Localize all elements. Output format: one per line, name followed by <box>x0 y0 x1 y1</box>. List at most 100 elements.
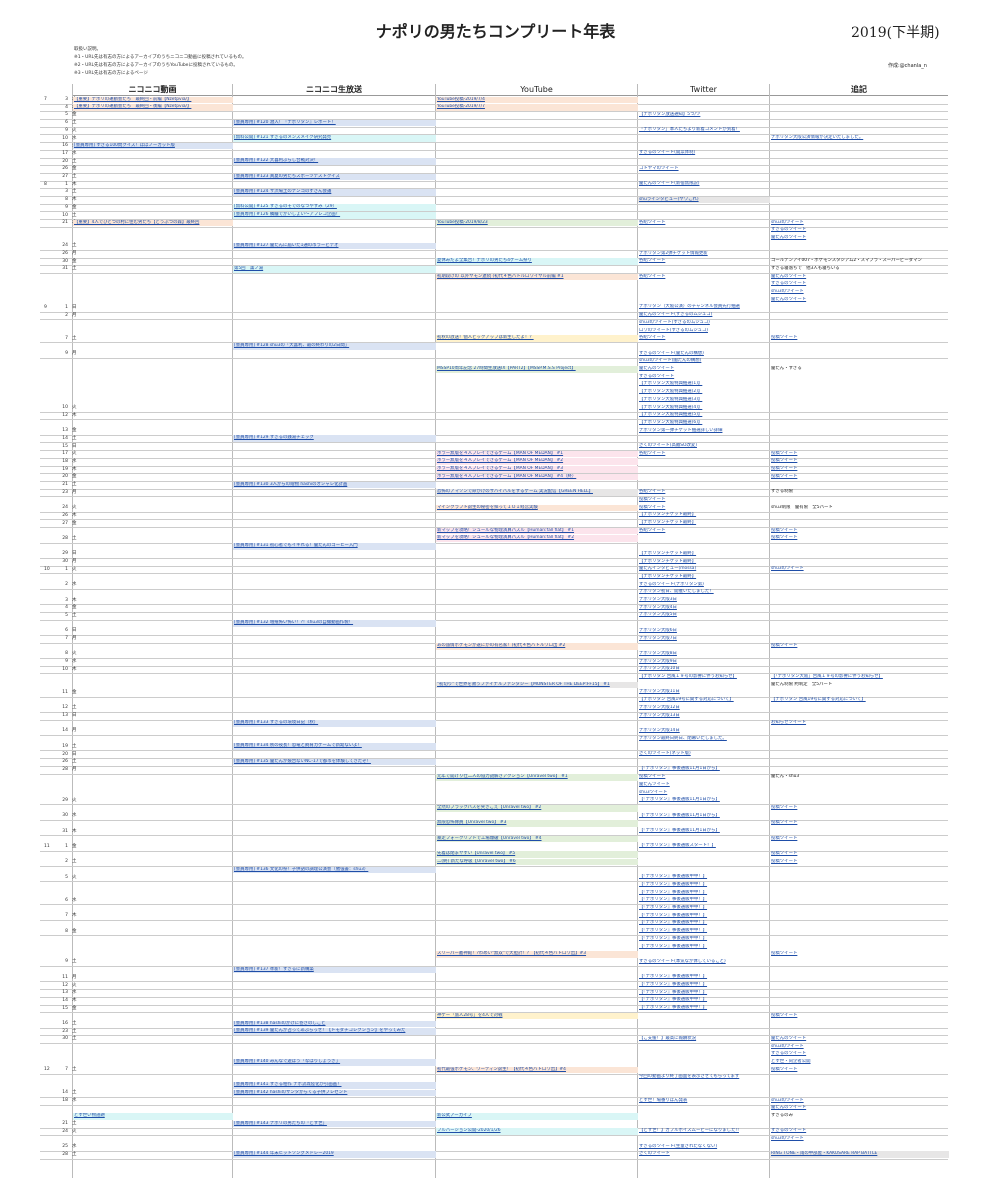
notes-link[interactable]: 投稿ツイート <box>771 527 798 533</box>
youtube-link[interactable]: 全然のブラックパスを突きこえ【Unravel two】 #2 <box>436 804 638 812</box>
youtube-link[interactable]: 新マップを攻略！シュールな物理演算パズル【Human:fall flat】 #2 <box>436 535 638 543</box>
notes-link[interactable]: 闇たんのツイート <box>771 235 807 241</box>
twitter-link[interactable]: ナポリタン大阪14日 <box>639 727 680 733</box>
twitter-link[interactable]: ナポリタン大阪7日 <box>639 635 677 641</box>
youtube-link[interactable]: ホラー無版を４人プレイできるゲーム【MAN OF MEDAN】 #4（終） <box>436 473 638 481</box>
twitter-link[interactable]: 【どす世！】ガブルホイスムービーになりました!! <box>639 1128 739 1134</box>
youtube-link[interactable]: ホラー無版を４人プレイできるゲーム【MAN OF MEDAN】 #3 <box>436 466 638 473</box>
twitter-link[interactable]: 【『ナポリタン』事後通販中中！】 <box>639 943 708 949</box>
niconico-live-link[interactable]: [会員専用] #131 初心者でもイキれる！闇たんのゴーヒー入門 <box>233 543 436 550</box>
notes-link[interactable]: shu3のツイート <box>771 1136 804 1141</box>
notes-link[interactable]: shu3のツイート <box>771 566 804 572</box>
twitter-link[interactable]: ナポリタン大阪13日 <box>639 712 680 718</box>
notes-link[interactable]: 投稿ツイート <box>771 535 798 541</box>
twitter-link[interactable]: 【ナポリタン放送通知】5つ/ツ <box>639 111 701 117</box>
twitter-link[interactable]: すぎるのツイート(開票体制) <box>639 150 696 156</box>
twitter-link[interactable]: ナポリタン大阪9日 <box>639 658 677 664</box>
twitter-link[interactable]: ナポリタン大阪4日 <box>639 604 677 610</box>
twitter-link[interactable]: 各紹ツイート <box>639 335 666 341</box>
twitter-link[interactable]: 【ナポリタン 台風19号に関する対応について】 <box>639 697 734 703</box>
notes-link[interactable]: どす世・同企者公開 <box>771 1059 811 1064</box>
twitter-link[interactable]: 【『ナポリタン』事後通販中中！】 <box>639 897 708 903</box>
twitter-link[interactable]: shuラインタビュー(ヤワこれ) <box>638 196 770 204</box>
twitter-link[interactable]: ざくのツイート(ネット版) <box>639 751 691 756</box>
niconico-live-link[interactable]: [会員専用] #139 闇たんが占ってあぶらっせ！【トモダチコレクション】をやっ… <box>233 1028 436 1035</box>
twitter-link[interactable]: ナポリタン大阪8日 <box>639 650 677 656</box>
twitter-link[interactable]: ナポリタン大阪12日 <box>639 704 680 710</box>
twitter-link[interactable]: 【『ナポリタン』事後通販中中！】 <box>639 974 708 980</box>
notes-link[interactable]: 闇たんのツイート <box>771 1035 807 1041</box>
niconico-live-link[interactable]: [会員専用] #135 闇たんが競合ないNC-17で都市を体験してきたぞ！ <box>233 758 436 766</box>
niconico-live-link[interactable]: [会員専用] #141 すぎる相作 ナポ流琉陸化が引画画！ <box>233 1082 436 1089</box>
youtube-link[interactable]: 初秋の放送！個人ピックアップは新生したよ！？ <box>436 335 638 342</box>
notes-link[interactable]: 投稿ツイート <box>771 820 798 826</box>
niconico-live-link[interactable]: [会員専用] #142 hashiのサンタからくる子供プレゼント <box>233 1089 436 1097</box>
notes-link[interactable]: すぎるのツイート <box>771 1051 807 1057</box>
twitter-link[interactable]: 闇たんのツイート(すぎるのムジュコ) <box>639 312 713 318</box>
twitter-link[interactable]: ナポリタン大阪11日 <box>639 689 680 695</box>
twitter-link[interactable]: 「ナポリタン」本人たちより新着コメントが到着！ <box>639 127 740 133</box>
twitter-link[interactable]: 【『ナポリタン』事後通販11月1日から】 <box>639 766 720 772</box>
notes-link[interactable]: 投稿ツイート <box>771 804 798 810</box>
notes-link[interactable]: 闇たんのツイート <box>771 273 807 279</box>
niconico-live-link[interactable]: [無料公開] #121 すぎるのメンズメイク研究発見 <box>233 135 436 142</box>
youtube-link[interactable]: マインクラフト誕生の秘密を探ってＩＯＩ経営実験 <box>436 504 638 512</box>
twitter-link[interactable]: ロワのツイート(すぎるのムジュコ) <box>639 327 708 333</box>
notes-link[interactable]: 投稿ツイート <box>771 851 798 857</box>
youtube-link[interactable]: あの旅情ポケモンが遂にかの有名家！(初代４色バトルワロ出 #2 <box>436 643 638 650</box>
youtube-link[interactable]: ホラー無版を４人プレイできるゲーム【MAN OF MEDAN】 #2 <box>436 458 638 466</box>
twitter-link[interactable]: 【『ナポリタン』事後通販中中！】 <box>639 982 708 987</box>
niconico-live-link[interactable]: [会員専用] #127 闇たんに届いた1通の市ラービデオ <box>233 242 436 250</box>
twitter-link[interactable]: ナポリタン第一弾チケット抽選詳しい詳細 <box>639 427 723 433</box>
youtube-link[interactable]: 新マップを攻略！シュールな物理演算パズル【Human:fall flat】 #1 <box>436 527 638 535</box>
twitter-link[interactable]: 各紹ツイート <box>639 450 666 456</box>
twitter-link[interactable]: 【ナポリタン大阪特典抽選(5)】 <box>639 412 703 418</box>
niconico-live-link[interactable]: [会員専用] #133 すぎるの環境日記（秋） <box>233 720 436 727</box>
twitter-link[interactable]: 【『ナポリタン』事後通販中中！】 <box>639 920 708 926</box>
youtube-link[interactable]: スリーパー叢神殿！?わめい"無双"で大胆計！？【初代４色バトロワ出】#3 <box>436 951 638 958</box>
twitter-link[interactable]: shu3ツイート <box>639 789 668 795</box>
twitter-link[interactable]: 闇たんツイート <box>639 781 670 787</box>
niconico-live-link[interactable]: [会員専用] #132 増殖怖い怖い！?！shu3の自撮動画作製！ <box>233 620 436 627</box>
twitter-link[interactable]: 【ナポリタンチケット最終】 <box>639 558 697 564</box>
twitter-link[interactable]: ざくのツイート(高難SO改変) <box>639 443 697 448</box>
notes-link[interactable]: 投稿ツイート <box>771 1012 798 1018</box>
niconico-live-link[interactable]: [会員専用] #140 みんなで遊ぼう「なぽりしょうぎ」 <box>233 1059 436 1066</box>
youtube-link[interactable]: 先着は閉まヤすい【Unravel two】 #5 <box>436 851 638 858</box>
twitter-link[interactable]: shu3のツイート(すぎるのムジュコ) <box>639 319 710 325</box>
niconico-live-link[interactable]: [会員専用] #138 hashiのかけに巻きのしこと <box>233 1020 436 1028</box>
youtube-link[interactable]: 元年で開けり仕二人の協力謎解きアクション【Unravel two】 #1 <box>436 774 638 781</box>
twitter-link[interactable]: 【『ナポリタン』事後通販中中！】 <box>639 912 708 918</box>
twitter-link[interactable]: 各紹ツイート <box>639 258 666 264</box>
notes-link[interactable]: shu3のツイート <box>771 219 804 225</box>
niconico-live-link[interactable]: [会員専用] #128 shu3の「大喜利、最の終わりの2日間」 <box>233 342 436 350</box>
twitter-link[interactable]: ナポリタン（大阪公演）のチャンネル会員先行抽選 <box>639 304 740 310</box>
notes-link[interactable]: shu3のツイート <box>771 1097 804 1103</box>
notes-link[interactable]: shu3のツイート <box>771 289 804 294</box>
notes-link[interactable]: 【「ナポリタン大阪」台風１９号の影響に伴うお知らせ】 <box>771 674 883 679</box>
twitter-link[interactable]: 【ナポリタン大阪特典抽選(6)】 <box>639 419 703 425</box>
youtube-link[interactable]: 初代最強ポケモン、ワーディン誕生！【初代４色バトロワ出】#4 <box>436 1066 638 1074</box>
twitter-link[interactable]: 各紹ツイート <box>639 219 666 225</box>
twitter-link[interactable]: 投稿ツイート <box>639 774 666 780</box>
notes-link[interactable]: 投稿ツイート <box>771 335 798 341</box>
niconico-video-link[interactable]: 【重要】ナポリの運動会たち 最終回・前編【Nzetpvia/】 <box>73 96 233 104</box>
twitter-link[interactable]: 【ナポリタン大阪特典抽選(2)】 <box>639 389 703 395</box>
youtube-link[interactable]: 無限恐怖隊員【Unravel two】 #3 <box>436 820 638 827</box>
notes-link[interactable]: 投稿ツイート <box>771 951 798 957</box>
youtube-link[interactable]: YouTube投稿-2019/7/7 <box>436 104 638 111</box>
twitter-link[interactable]: 【ナポリタンチケット最終】 <box>639 550 697 556</box>
twitter-link[interactable]: 【ナポリタン大阪特典抽選(3)】 <box>639 396 703 402</box>
youtube-link[interactable]: YouTube投稿-2019/7/4 <box>436 96 638 104</box>
twitter-link[interactable]: 【ナポリタンチケット最終】 <box>639 520 697 525</box>
notes-link[interactable]: 投稿ツイート <box>771 450 798 456</box>
twitter-link[interactable]: 闇たんのツイート <box>639 366 675 371</box>
notes-link[interactable]: 投稿ツイート <box>771 858 798 864</box>
niconico-video-link[interactable]: [会員専用] すぎる100問クイズ！ほぼノーカット版 <box>73 142 233 150</box>
twitter-link[interactable]: 闇たんインタビュー(mossa) <box>639 566 697 572</box>
youtube-link[interactable]: 初期段けの 以外ヤモン連続 (初代４色バトルロワイヤル前編 #1 <box>436 273 638 281</box>
twitter-link[interactable]: コトヤマのツイート <box>639 165 679 171</box>
notes-link[interactable]: 投稿ツイート <box>771 643 798 649</box>
twitter-link[interactable]: 各紹ツイート <box>639 489 666 495</box>
twitter-link[interactable]: ナポリタン大阪10日 <box>639 666 680 672</box>
